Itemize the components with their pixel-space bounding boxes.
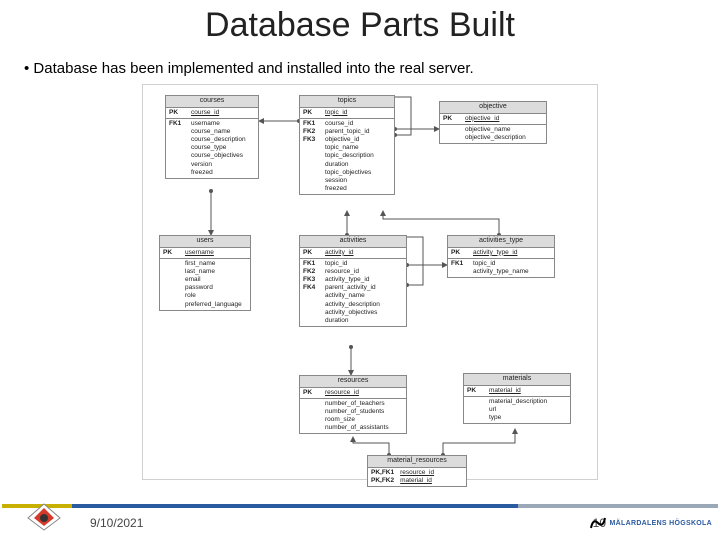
- slide-title: Database Parts Built: [0, 6, 720, 45]
- table-objective: objectivePKobjective_idobjective_nameobj…: [439, 101, 547, 144]
- fer-logo: [24, 502, 64, 532]
- table-header: users: [159, 235, 251, 248]
- table-header: activities_type: [447, 235, 555, 248]
- table-header: activities: [299, 235, 407, 248]
- table-topics: topicsPKtopic_idFK1course_idFK2parent_to…: [299, 95, 395, 195]
- table-activities_type: activities_typePKactivity_type_idFK1topi…: [447, 235, 555, 278]
- footer-bar: [2, 504, 718, 508]
- table-header: objective: [439, 101, 547, 114]
- table-header: resources: [299, 375, 407, 388]
- table-materials: materialsPKmaterial_idmaterial_descripti…: [463, 373, 571, 424]
- bullet-text: Database has been implemented and instal…: [24, 60, 474, 77]
- table-header: topics: [299, 95, 395, 108]
- mdh-logo: MÄLARDALENS HÖGSKOLA: [589, 516, 712, 530]
- table-material_resources: material_resourcesPK,FK1resource_idPK,FK…: [367, 455, 467, 487]
- table-header: material_resources: [367, 455, 467, 468]
- table-resources: resourcesPKresource_idnumber_of_teachers…: [299, 375, 407, 434]
- er-diagram: coursesPKcourse_idFK1usernamecourse_name…: [142, 84, 598, 480]
- table-header: courses: [165, 95, 259, 108]
- table-header: materials: [463, 373, 571, 386]
- mdh-logo-text: MÄLARDALENS HÖGSKOLA: [610, 520, 712, 527]
- table-courses: coursesPKcourse_idFK1usernamecourse_name…: [165, 95, 259, 179]
- table-activities: activitiesPKactivity_idFK1topic_idFK2res…: [299, 235, 407, 327]
- table-users: usersPKusernamefirst_namelast_nameemailp…: [159, 235, 251, 311]
- footer-date: 9/10/2021: [90, 516, 143, 530]
